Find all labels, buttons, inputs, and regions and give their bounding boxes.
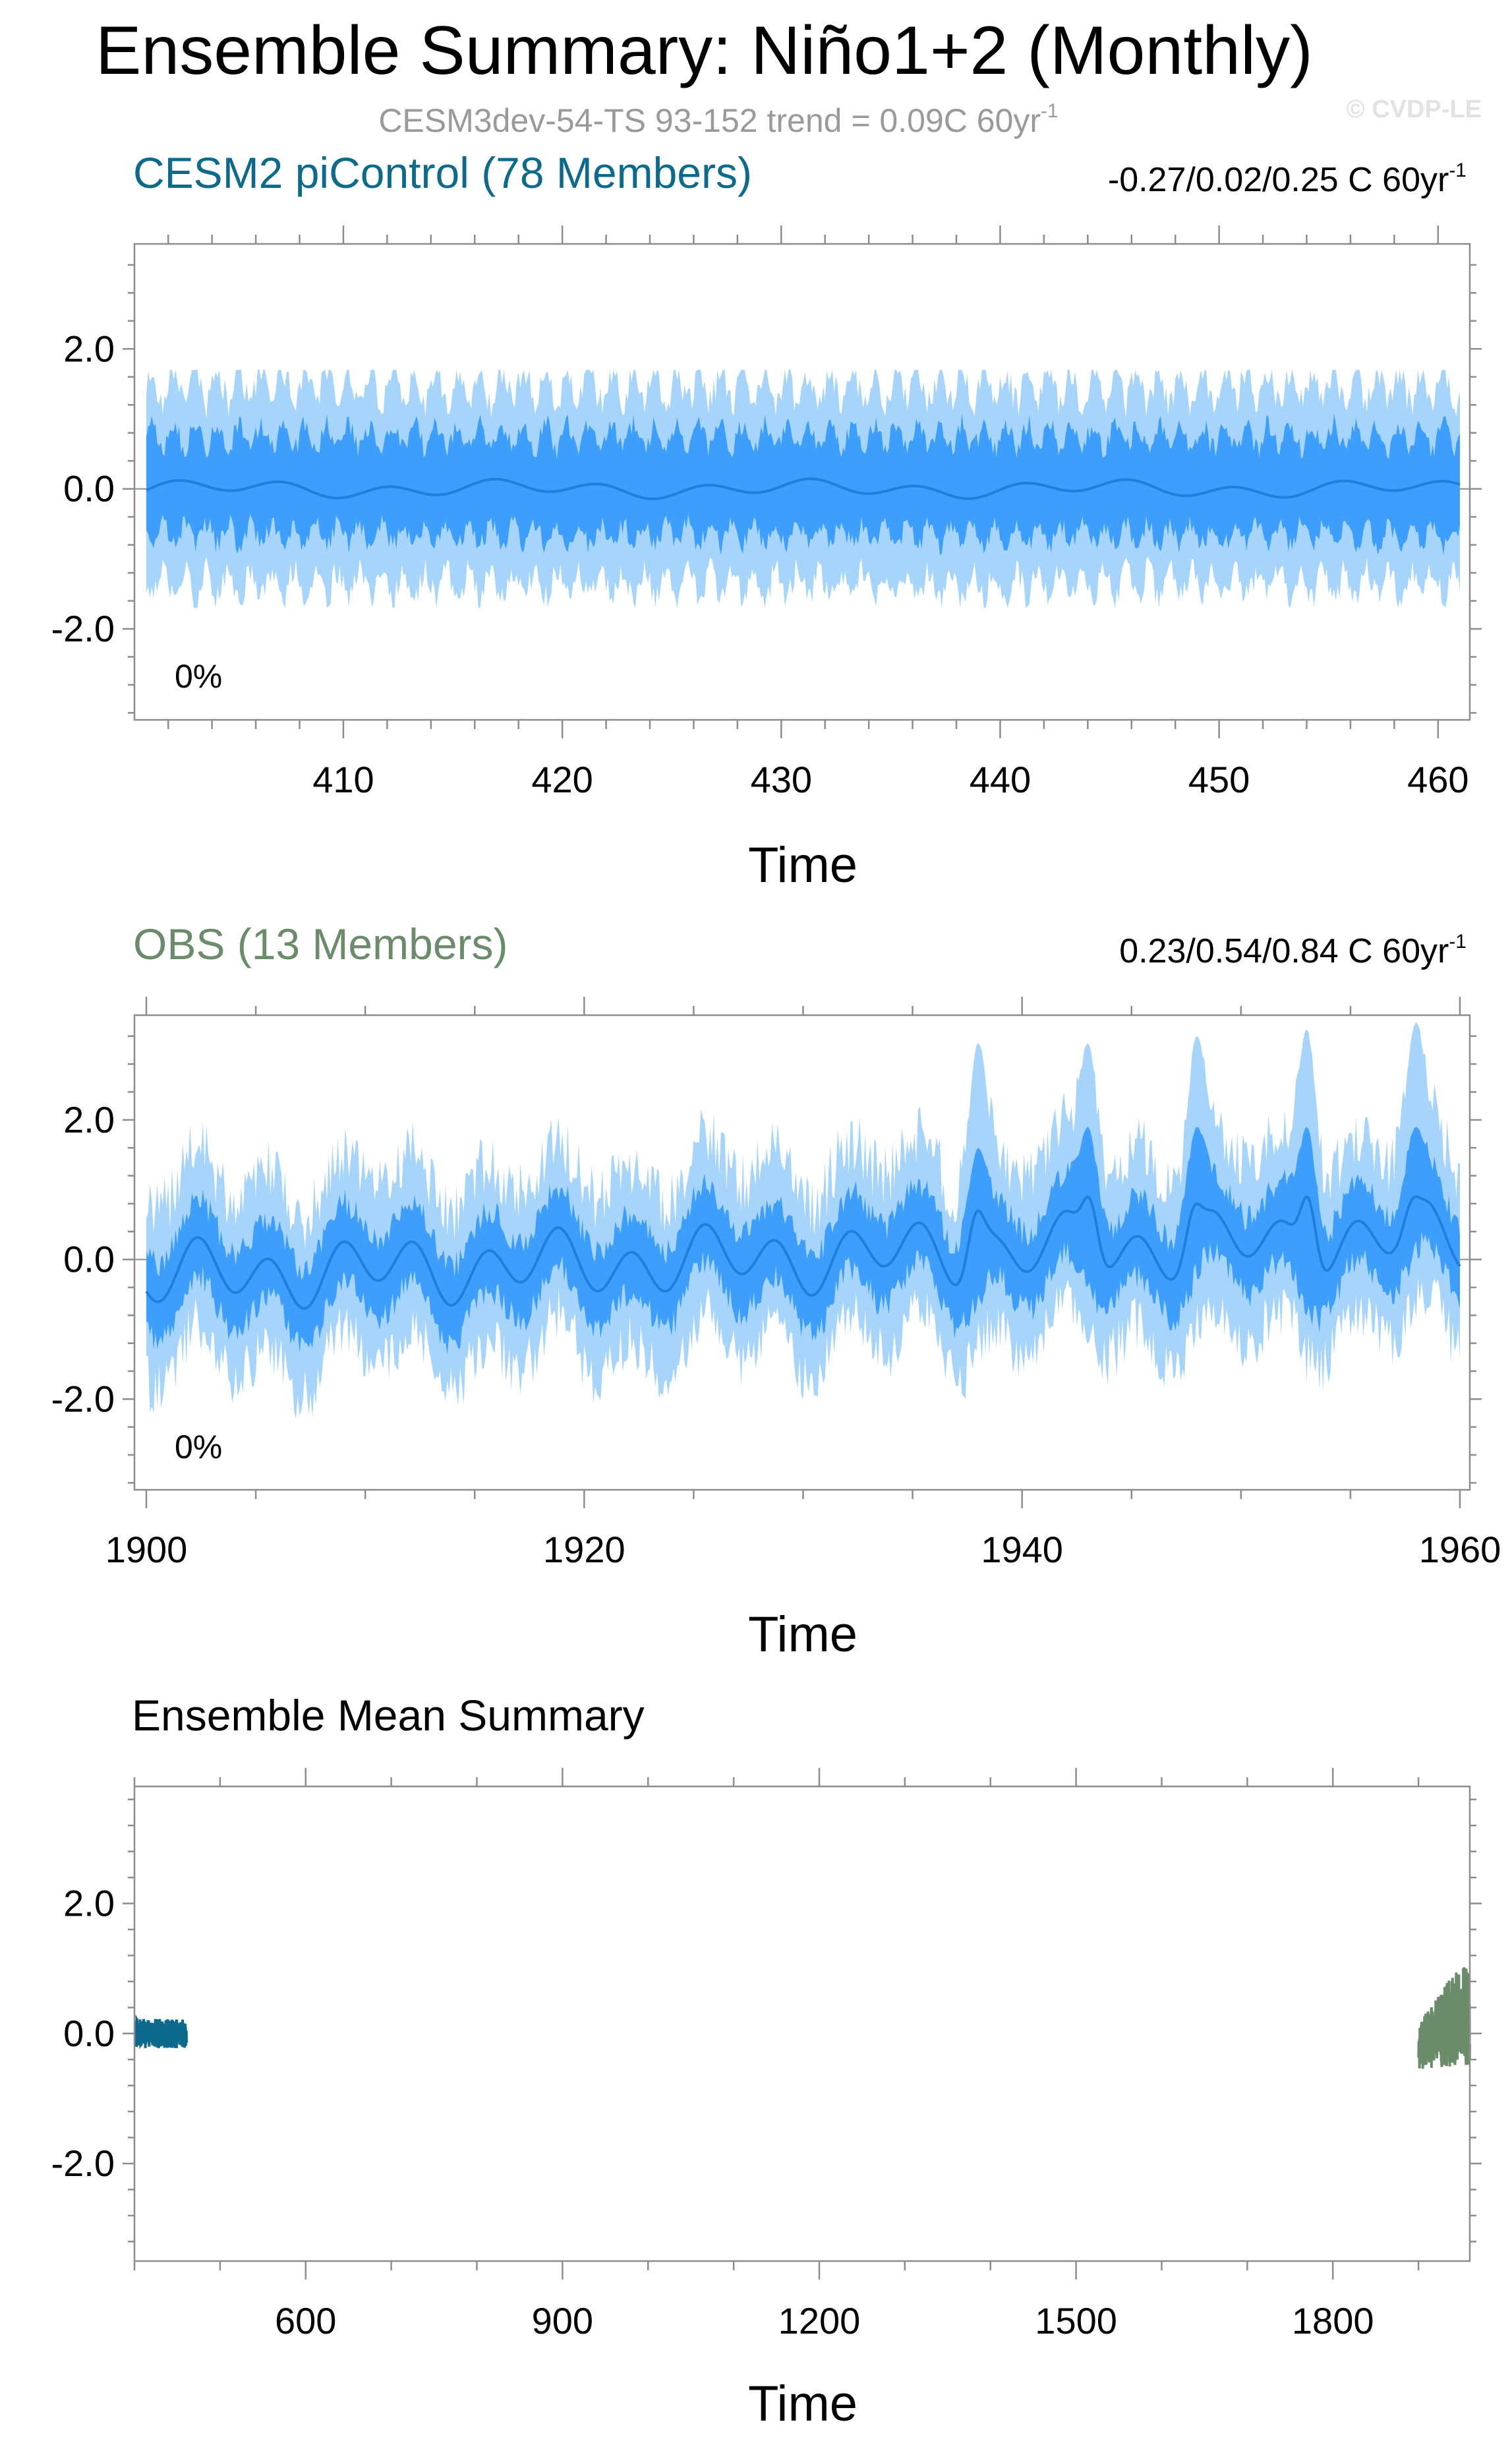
y-tick-label: 0.0 [63, 1239, 115, 1280]
trend-range-sup: -1 [1449, 931, 1467, 953]
percent-label: 0% [175, 658, 222, 695]
x-tick-label: 1800 [1292, 2300, 1374, 2342]
trend-range-label: -0.27/0.02/0.25 C 60yr-1 [1108, 160, 1467, 199]
series-obs-ensemble-mean [1417, 1967, 1471, 2069]
figure-subtitle-sup: -1 [1041, 100, 1059, 122]
panel-cesm2-picontrol: CESM2 piControl (78 Members) -0.27/0.02/… [51, 148, 1482, 893]
series-ensemble-mean [145, 1194, 1461, 1310]
x-tick-label: 410 [312, 759, 374, 800]
x-tick-label: 430 [751, 759, 812, 800]
panel-ensemble-mean-summary: Ensemble Mean Summary -2.0 0.0 2.0 600 900 12… [51, 1691, 1482, 2432]
y-tick-label: -2.0 [51, 2142, 115, 2184]
figure-title: Ensemble Summary: Niño1+2 (Monthly) [96, 13, 1313, 89]
panel-obs: OBS (13 Members) 0.23/0.54/0.84 C 60yr-1… [51, 920, 1501, 1663]
cvdp-watermark: © CVDP-LE [1347, 96, 1482, 123]
series-percentile-band [146, 1127, 1460, 1355]
y-tick-label: 0.0 [63, 2013, 115, 2054]
x-axis-title: Time [748, 1606, 858, 1663]
trend-range-label: 0.23/0.54/0.84 C 60yr-1 [1119, 931, 1467, 970]
plot-area: -2.0 0.0 2.0 410 420 430 440 450 460 [51, 225, 1482, 800]
y-tick-label: -2.0 [51, 608, 115, 649]
plot-area: -2.0 0.0 2.0 600 900 1200 1500 1800 [51, 1768, 1482, 2342]
series-model-ensemble-mean [134, 2015, 189, 2049]
x-tick-label: 440 [970, 759, 1031, 800]
trend-range-text: 0.23/0.54/0.84 C 60yr [1119, 932, 1449, 970]
x-tick-label: 1940 [981, 1529, 1063, 1570]
figure-subtitle: CESM3dev-54-TS 93-152 trend = 0.09C 60yr… [378, 100, 1058, 139]
x-axis-title: Time [748, 837, 858, 893]
plot-area: -2.0 0.0 2.0 1900 1920 1940 1960 [51, 997, 1501, 1570]
x-tick-label: 1920 [543, 1529, 625, 1570]
figure-subtitle-text: CESM3dev-54-TS 93-152 trend = 0.09C 60yr [378, 102, 1041, 139]
plot-frame [133, 243, 1471, 721]
panel-title: Ensemble Mean Summary [132, 1691, 645, 1740]
series-ensemble-mean [146, 477, 1461, 500]
x-tick-label: 1900 [105, 1529, 188, 1570]
x-tick-label: 1500 [1035, 2300, 1117, 2342]
x-tick-label: 460 [1407, 759, 1468, 800]
y-tick-label: 2.0 [63, 1099, 115, 1140]
plot-frame [133, 1785, 1471, 2262]
series-min-max-band [146, 1022, 1460, 1419]
plot-frame [133, 1014, 1471, 1491]
x-tick-label: 420 [531, 759, 593, 800]
y-tick-label: 2.0 [63, 328, 115, 369]
x-tick-label: 600 [275, 2300, 336, 2342]
percent-label: 0% [175, 1429, 222, 1465]
series-percentile-band [146, 413, 1460, 556]
trend-range-text: -0.27/0.02/0.25 C 60yr [1108, 161, 1449, 199]
y-tick-label: 2.0 [63, 1883, 115, 1924]
x-tick-label: 900 [532, 2300, 593, 2342]
x-axis-title: Time [748, 2376, 858, 2432]
y-tick-label: 0.0 [63, 468, 115, 510]
y-tick-label: -2.0 [51, 1378, 115, 1419]
panel-title: OBS (13 Members) [133, 920, 508, 968]
panel-title: CESM2 piControl (78 Members) [133, 148, 752, 197]
x-tick-label: 1960 [1419, 1529, 1501, 1570]
x-tick-label: 450 [1188, 759, 1250, 800]
trend-range-sup: -1 [1449, 160, 1467, 181]
x-tick-label: 1200 [778, 2300, 861, 2342]
